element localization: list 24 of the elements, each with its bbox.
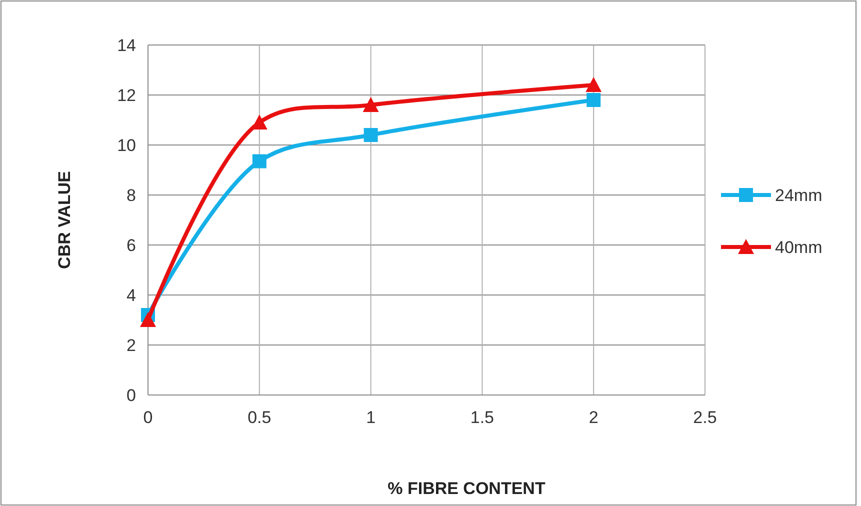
y-tick-label: 8 xyxy=(126,186,136,205)
y-tick-label: 0 xyxy=(126,386,136,405)
x-tick-label: 2 xyxy=(588,408,598,427)
point xyxy=(586,93,601,107)
x-tick-label: 0 xyxy=(143,408,153,427)
legend-label: 40mm xyxy=(775,238,822,257)
x-tick-label: 1.5 xyxy=(470,408,494,427)
y-tick-label: 2 xyxy=(126,336,136,355)
x-tick-label: 0.5 xyxy=(248,408,272,427)
point xyxy=(586,77,602,92)
y-tick-label: 10 xyxy=(117,136,136,155)
y-tick-label: 12 xyxy=(117,86,136,105)
point xyxy=(362,97,379,112)
y-tick-label: 6 xyxy=(126,236,136,255)
x-axis-title: % FIBRE CONTENT xyxy=(388,479,546,498)
point xyxy=(140,312,156,327)
x-tick-label: 1 xyxy=(366,408,376,427)
point xyxy=(364,128,378,142)
y-tick-label: 14 xyxy=(117,36,136,55)
legend-label: 24mm xyxy=(775,186,822,205)
point xyxy=(252,154,266,168)
y-axis-title: CBR VALUE xyxy=(55,171,74,269)
y-tick-label: 4 xyxy=(126,286,136,305)
x-tick-label: 2.5 xyxy=(693,408,717,427)
